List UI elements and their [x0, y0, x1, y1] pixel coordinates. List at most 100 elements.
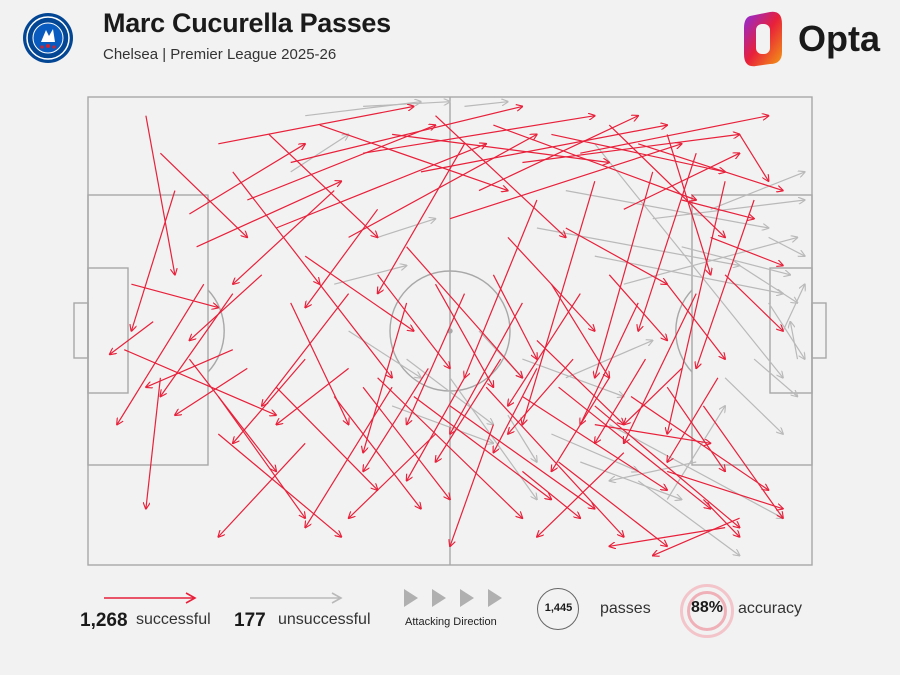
- successful-pass-arrow: [485, 386, 624, 537]
- unsuccessful-pass-arrow: [768, 236, 805, 256]
- successful-pass-arrow: [436, 358, 502, 462]
- passes-label: passes: [600, 600, 651, 617]
- unsuccessful-pass-arrow: [739, 264, 798, 303]
- successful-pass-arrow: [667, 377, 719, 462]
- successful-pass-arrow: [349, 433, 436, 518]
- successful-pass-arrow: [493, 124, 696, 200]
- successful-pass-arrow: [117, 283, 205, 424]
- successful-pass-arrow: [449, 405, 595, 509]
- successful-pass-arrow: [233, 358, 306, 443]
- successful-pass-arrow: [290, 302, 349, 425]
- left-goal: [73, 302, 89, 359]
- successful-pass-arrow: [638, 153, 697, 331]
- successful-pass-arrow: [450, 302, 523, 434]
- accuracy-ring-outer: [680, 584, 734, 638]
- successful-pass-arrow: [551, 377, 610, 472]
- unsuccessful-pass-arrow: [782, 284, 805, 332]
- successful-pass-arrow: [262, 293, 350, 406]
- unsuccessful-pass-arrow: [536, 227, 740, 266]
- legend: 1,268 successful 177 unsuccessful Attack…: [0, 580, 900, 675]
- successful-pass-arrow: [522, 470, 580, 518]
- unsuccessful-pass-arrow: [377, 219, 436, 238]
- right-goal: [811, 302, 827, 359]
- successful-pass-arrow: [624, 293, 697, 444]
- successful-pass-arrow: [702, 405, 783, 518]
- successful-pass-arrow: [724, 274, 783, 331]
- unsuccessful-pass-arrow: [334, 266, 406, 285]
- successful-pass-arrow: [558, 461, 668, 546]
- successful-pass-arrow: [218, 106, 413, 145]
- unsuccessful-pass-arrow: [464, 102, 508, 107]
- successful-pass-arrow: [667, 181, 726, 434]
- accuracy-value: 88%: [690, 599, 724, 616]
- pitch-chart: [73, 96, 827, 566]
- successful-pass-arrow: [508, 358, 574, 434]
- unsuccessful-pass-arrow: [406, 358, 494, 425]
- page-title: Marc Cucurella Passes: [103, 8, 391, 38]
- successful-pass-arrow: [449, 144, 682, 220]
- successful-pass-arrow: [508, 293, 581, 406]
- successful-pass-arrow: [580, 116, 768, 154]
- unsuccessful-pass-arrow: [768, 302, 805, 359]
- successful-pass-arrow: [630, 396, 769, 491]
- unsuccessful-pass-arrow: [565, 340, 653, 379]
- successful-pass-arrow: [608, 274, 667, 341]
- left-six-yard-box: [87, 267, 129, 394]
- accuracy-ring-inner: [687, 591, 727, 631]
- successful-pass-arrow: [666, 283, 725, 359]
- successful-pass-arrow: [536, 339, 624, 424]
- successful-pass-arrow: [145, 115, 175, 275]
- unsuccessful-pass-arrow: [565, 190, 769, 228]
- successful-pass-arrow: [217, 396, 305, 519]
- successful-pass-arrow: [247, 125, 435, 201]
- passes-total-ring: [537, 588, 579, 630]
- passes-total: 1,445: [544, 602, 573, 614]
- right-six-yard-box: [769, 267, 813, 394]
- header: Marc Cucurella Passes Chelsea | Premier …: [0, 0, 900, 80]
- attacking-direction-label: Attacking Direction: [405, 616, 497, 628]
- successful-pass-arrow: [595, 171, 654, 378]
- successful-pass-arrow: [159, 152, 247, 237]
- page-subtitle: Chelsea | Premier League 2025-26: [103, 46, 337, 63]
- unsuccessful-pass-arrow: [753, 358, 797, 396]
- successful-pass-arrow: [624, 367, 683, 424]
- successful-pass-arrow: [319, 124, 508, 191]
- successful-pass-arrow: [594, 405, 740, 528]
- successful-pass-arrow: [363, 116, 595, 154]
- successful-pass-arrow: [268, 133, 378, 237]
- successful-pass-arrow: [123, 349, 276, 416]
- successful-pass-arrow: [305, 208, 379, 307]
- successful-pass-arrow: [696, 199, 755, 368]
- successful-pass-arrow: [131, 283, 218, 307]
- successful-pass-arrow: [653, 517, 740, 555]
- successful-pass-arrow: [413, 396, 552, 500]
- successful-pass-arrow: [608, 124, 725, 237]
- successful-pass-arrow: [348, 134, 537, 238]
- successful-pass-arrow: [160, 293, 234, 397]
- successful-pass-arrow: [507, 236, 595, 331]
- successful-pass-arrow: [175, 367, 248, 415]
- left-penalty-arc: [207, 289, 225, 373]
- successful-pass-arrow: [666, 386, 725, 471]
- unsuccessful-pass-arrow: [348, 330, 421, 378]
- opta-logo-icon: [744, 11, 782, 67]
- unsuccessful-pass-arrow: [551, 433, 638, 471]
- successful-pass-arrow: [290, 106, 523, 164]
- unsuccessful-pass-arrow: [681, 246, 791, 275]
- unsuccessful-pass-arrow: [594, 255, 783, 294]
- successful-pass-arrow: [522, 134, 739, 164]
- successful-pass-arrow: [565, 227, 667, 284]
- unsuccessful-pass-arrow: [594, 143, 783, 378]
- successful-pass-arrow: [377, 377, 523, 518]
- play-triangle-icon: [404, 589, 502, 607]
- successful-pass-arrow: [666, 134, 710, 274]
- unsuccessful-pass-arrow: [391, 405, 493, 443]
- successful-pass-arrow: [681, 199, 754, 219]
- successful-pass-arrow: [146, 377, 161, 509]
- successful-pass-arrow: [189, 144, 305, 215]
- successful-pass-arrow: [558, 386, 711, 509]
- successful-pass-arrow: [110, 321, 154, 355]
- unsuccessful-pass-arrow: [637, 480, 739, 556]
- successful-pass-arrow: [196, 181, 342, 248]
- successful-pass-arrow: [362, 386, 450, 499]
